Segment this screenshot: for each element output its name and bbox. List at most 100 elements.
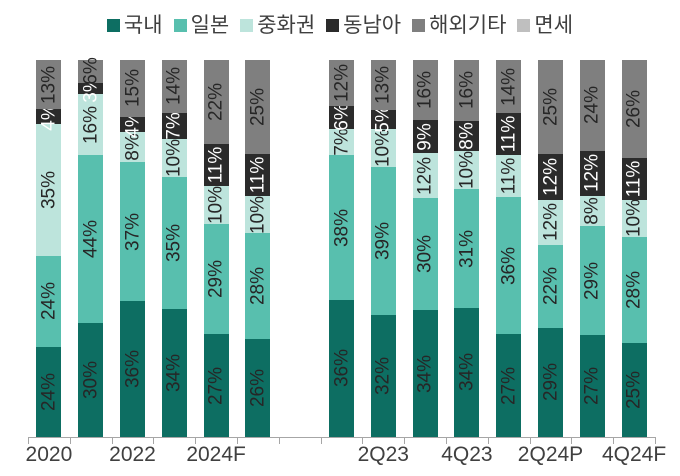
axis-tick [446,438,447,444]
segment-value-label: 27% [498,366,520,405]
bar-segment: 34% [412,310,438,437]
segment-value-label: 28% [247,267,269,306]
bar-slot-11: 27% 36% 11% 11% 14% [496,60,522,437]
segment-value-label: 8% [581,197,603,225]
segment-value-label: 34% [414,354,436,393]
bar-segment: 12% [412,153,438,199]
axis-tick [487,438,489,444]
segment-value-label: 25% [623,370,645,409]
segment-value-label: 12% [540,203,561,242]
segment-value-label: 6% [80,57,102,86]
segment-value-label: 44% [80,219,102,258]
bar-slot-9: 34% 30% 12% 9% 16% [412,60,438,437]
bar-segment: 10% [245,196,271,234]
segment-value-label: 29% [205,259,227,298]
segment-value-label: 28% [623,270,645,309]
bar-segment: 29% [538,327,563,437]
bar-segment: 30% [78,322,104,437]
legend-item: 국내 [106,15,163,36]
bar-slot-12: 29% 22% 12% 12% 25% [538,60,563,437]
bar-slot-13: 27% 29% 8% 12% 24% [579,60,605,437]
bar-segment: 12% [538,199,563,245]
legend-swatch-icon [517,19,531,32]
segment-value-label: 26% [247,368,269,407]
bar-segment: 37% [120,161,145,302]
bar-slot-5: 26% 28% 10% 11% 25% [245,60,271,437]
segment-value-label: 8% [122,132,143,161]
x-axis-label: 2020 [25,443,73,466]
bar-segment: 11% [245,154,271,196]
legend-item: 해외기타 [412,15,506,36]
bar-segment: 15% [120,60,145,117]
bar-segment: 34% [161,308,187,437]
segment-value-label: 35% [163,223,185,262]
segment-value-label: 12% [540,157,561,196]
bar-slot-4: 27% 29% 10% 11% 22% [203,60,229,437]
x-axis-label: 2Q24P [517,443,584,466]
x-axis-line [28,437,656,438]
bar-segment: 11% [496,113,522,156]
bar-segment: 9% [412,119,438,154]
legend-label: 면세 [534,14,574,37]
axis-tick [153,438,155,444]
segment-value-label: 29% [581,261,603,300]
bar-segment: 10% [203,185,229,224]
plot-area: 24% 24% 35% 4% 13% 30% 44% 16% 3% 6% 36% 37% 8% 4% 15%… [28,57,655,437]
bar-segment: 34% [454,307,480,437]
segment-value-label: 10% [205,185,227,224]
segment-value-label: 16% [414,70,436,109]
bar-segment: 11% [621,158,647,200]
bar-slot-10: 34% 31% 10% 8% 16% [454,60,480,437]
segment-value-label: 16% [456,71,478,110]
legend-item: 동남아 [326,15,401,36]
segment-value-label: 30% [80,360,102,399]
bar-segment: 12% [329,60,354,106]
bar-segment: 35% [36,124,62,257]
segment-value-label: 10% [623,199,645,238]
axis-tick [28,438,29,444]
bar-segment: 30% [412,198,438,311]
bar-slot-7: 36% 38% 7% 6% 12% [329,60,354,437]
segment-value-label: 34% [456,353,478,392]
bar-segment: 3% [78,75,104,102]
segment-value-label: 26% [623,90,645,129]
bar-segment: 12% [538,154,563,200]
legend-item: 면세 [517,15,573,36]
bar-segment: 24% [36,346,62,437]
bar-segment: 4% [120,110,145,138]
bar-segment: 10% [370,128,396,167]
segment-value-label: 32% [372,357,394,396]
bar-segment: 26% [245,338,271,437]
bar-segment: 12% [579,150,605,196]
legend-label: 중화권 [257,14,316,37]
bar-segment: 26% [621,60,647,159]
segment-value-label: 36% [122,350,143,389]
axis-tick [320,438,322,444]
axis-tick [237,438,238,444]
bar-segment: 27% [579,335,605,437]
axis-tick [529,438,531,444]
segment-value-label: 24% [38,372,60,411]
bar-segment: 32% [370,315,396,437]
axis-tick [278,438,280,444]
bar-segment: 10% [621,199,647,238]
bar-segment: 29% [203,223,229,335]
x-axis-label: 2022 [109,443,156,466]
bar-segment: 8% [579,195,605,226]
bar-segment: 5% [370,105,396,133]
x-axis-label: 2024F [186,443,246,466]
bar-segment: 24% [36,256,62,347]
bar-slot-8: 32% 39% 10% 5% 13% [370,60,396,437]
segment-value-label: 12% [414,156,436,195]
bar-segment: 38% [329,155,354,300]
segment-value-label: 36% [498,246,520,285]
bar-segment: 10% [454,151,480,190]
segment-value-label: 11% [623,160,645,198]
legend-swatch-icon [173,19,187,32]
segment-value-label: 27% [205,366,227,405]
bar-segment: 7% [161,112,187,140]
bar-segment: 8% [454,120,480,152]
segment-value-label: 29% [540,363,561,402]
bar-segment: 4% [36,103,62,130]
